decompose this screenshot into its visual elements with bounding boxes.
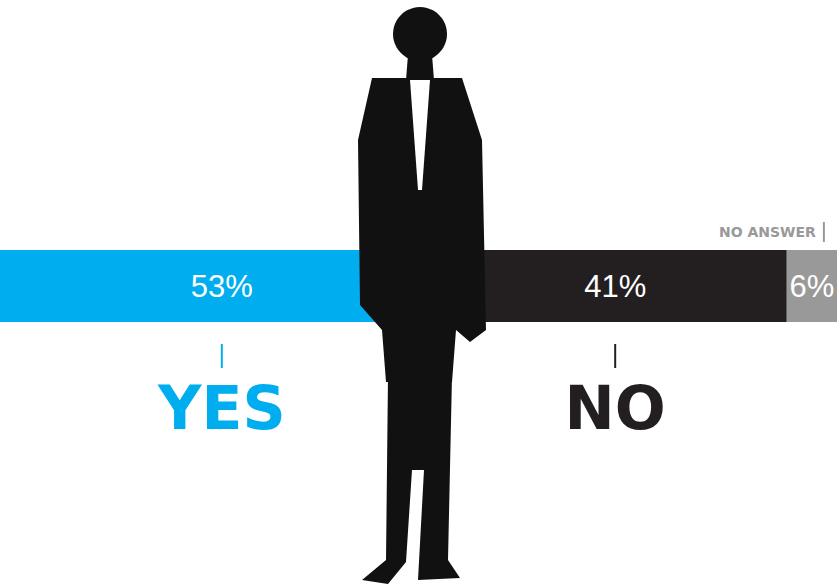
svg-text:41%: 41% [584, 269, 646, 304]
svg-text:53%: 53% [191, 269, 253, 304]
svg-text:NO: NO [565, 373, 666, 443]
svg-text:NO ANSWER: NO ANSWER [719, 224, 816, 240]
svg-text:YES: YES [157, 373, 286, 443]
svg-text:6%: 6% [789, 269, 834, 304]
